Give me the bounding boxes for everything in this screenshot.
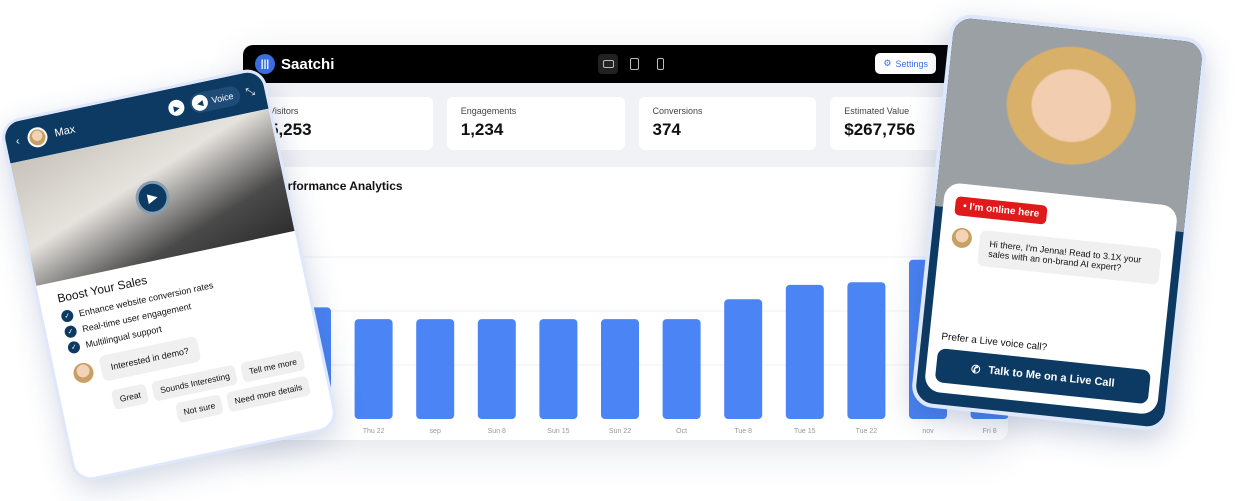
- live-call-button[interactable]: ✆ Talk to Me on a Live Call: [934, 348, 1152, 405]
- back-icon[interactable]: ‹: [14, 135, 21, 148]
- x-tick-label: Tue 15: [794, 428, 816, 435]
- expand-icon[interactable]: ⤡: [244, 84, 256, 99]
- stat-engagements: Engagements 1,234: [446, 97, 625, 150]
- play-icon[interactable]: ▶: [167, 98, 187, 118]
- stat-value: 374: [652, 120, 681, 139]
- stat-label: Conversions: [652, 106, 703, 116]
- chip-need-more-details[interactable]: Need more details: [225, 375, 312, 413]
- avatar: [71, 361, 96, 385]
- chip-not-sure[interactable]: Not sure: [174, 394, 225, 424]
- voice-label: Voice: [210, 90, 235, 106]
- x-tick-label: Fri 8: [983, 428, 997, 435]
- check-icon: ✓: [60, 308, 75, 324]
- x-tick-label: Sun 15: [547, 428, 569, 435]
- chip-sounds-interesting[interactable]: Sounds Interesting: [151, 364, 239, 402]
- stat-conversions: Conversions 374: [638, 97, 817, 150]
- x-tick-label: sep: [430, 428, 441, 435]
- jenna-widget: • I'm online here Hi there, I'm Jenna! R…: [910, 12, 1208, 433]
- bar-Oct[interactable]: [662, 319, 701, 419]
- bar-sep[interactable]: [416, 319, 455, 419]
- x-tick-label: Oct: [676, 428, 687, 435]
- chat-bubble: Hi there, I'm Jenna! Read to 3.1X your s…: [977, 229, 1162, 285]
- online-status: I'm online here: [968, 201, 1040, 220]
- desktop-icon[interactable]: [598, 54, 618, 74]
- chip-great[interactable]: Great: [110, 383, 150, 411]
- voice-toggle[interactable]: ◀ Voice: [188, 84, 243, 115]
- agent-name: Max: [53, 123, 77, 140]
- bar-Sun 8[interactable]: [477, 319, 516, 419]
- stat-value: 5,253: [269, 120, 312, 139]
- brand-name: Saatchi: [281, 55, 335, 73]
- bar-Thu 22[interactable]: [354, 319, 393, 419]
- check-icon: ✓: [66, 340, 82, 355]
- settings-button[interactable]: ⚙ Settings: [875, 53, 936, 74]
- play-icon[interactable]: ▶: [132, 177, 173, 218]
- bar-Tue 15[interactable]: [785, 284, 824, 419]
- performance-panel: Performance Analytics Thu 22 sep Sun 8 Sun …: [255, 167, 1008, 440]
- avatar: [25, 125, 50, 150]
- x-tick-label: nov: [922, 428, 934, 435]
- brand-logo: ||| Saatchi: [255, 54, 334, 74]
- bar-Sun 22[interactable]: [601, 319, 639, 419]
- bar-Tue 8[interactable]: [724, 299, 763, 419]
- waveform-icon: |||: [255, 54, 275, 74]
- check-icon: ✓: [63, 324, 78, 339]
- settings-label: Settings: [895, 58, 928, 69]
- x-tick-label: Thu 22: [363, 428, 385, 435]
- x-tick-label: Sun 8: [488, 428, 506, 435]
- x-tick-label: Tue 8: [734, 428, 752, 435]
- online-badge: • I'm online here: [954, 196, 1049, 225]
- stat-label: Estimated Value: [844, 106, 910, 116]
- speaker-icon: ◀: [190, 93, 210, 113]
- stat-visitors: Visitors 5,253: [255, 97, 433, 150]
- bar-chart: Thu 22 sep Sun 8 Sun 15 Sun 22 Oct Tue 8 Tue 15…: [275, 256, 1008, 435]
- top-bar: ||| Saatchi ⚙ Settings: [243, 45, 1008, 83]
- stat-label: Engagements: [460, 106, 517, 116]
- stat-value: $267,756: [844, 120, 916, 139]
- bar-Sun 15[interactable]: [539, 319, 578, 419]
- stat-label: Visitors: [269, 106, 299, 116]
- gear-icon: ⚙: [883, 58, 892, 68]
- stat-value: 1,234: [460, 120, 504, 139]
- avatar: [950, 226, 973, 249]
- mobile-icon[interactable]: [650, 54, 670, 74]
- panel-title: Performance Analytics: [273, 179, 403, 193]
- tablet-icon[interactable]: [624, 54, 644, 74]
- device-switcher: [598, 54, 670, 74]
- x-tick-label: Tue 22: [856, 428, 878, 435]
- x-tick-label: Sun 22: [609, 428, 631, 435]
- phone-icon: ✆: [970, 363, 981, 377]
- analytics-dashboard: ||| Saatchi ⚙ Settings Visitors 5,253 Eng…: [243, 45, 1008, 440]
- call-button-label: Talk to Me on a Live Call: [987, 364, 1116, 390]
- bar-Tue 22[interactable]: [847, 282, 886, 419]
